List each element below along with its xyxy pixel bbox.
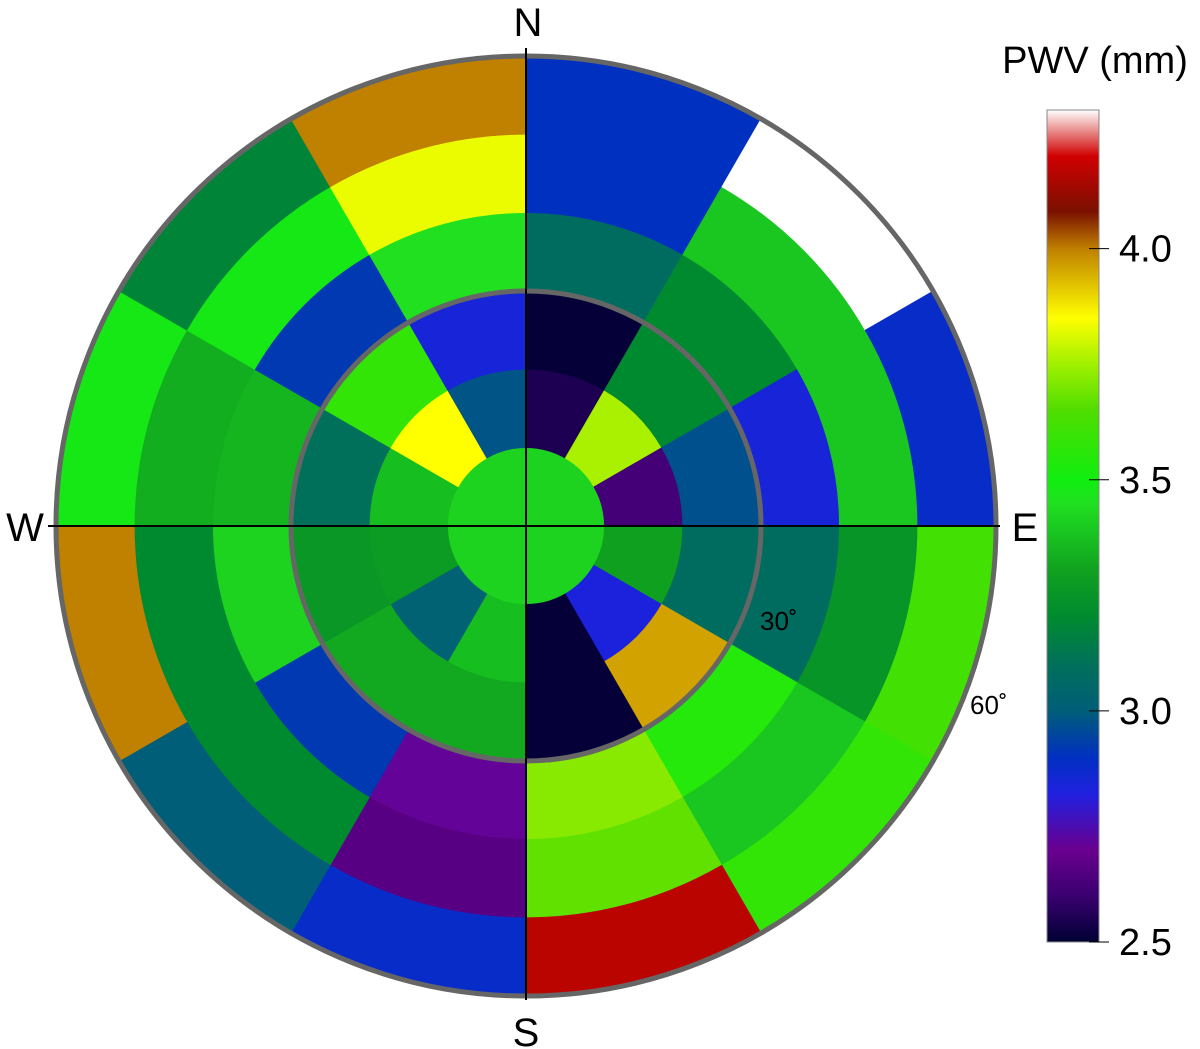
colorbar-tick-label: 2.5 [1119,922,1172,964]
colorbar-title: PWV (mm) [1002,40,1188,82]
colorbar-tick-label: 4.0 [1119,229,1172,271]
compass-west-label: W [6,506,44,550]
colorbar-tick-label: 3.0 [1119,691,1172,733]
ring-label-60: 60˚ [970,690,1008,720]
colorbar-tick-label: 3.5 [1119,460,1172,502]
colorbar-ticks: 2.5 3.0 3.5 4.0 [1089,229,1172,964]
compass-north-label: N [514,1,543,45]
ring-label-30: 30˚ [760,606,798,636]
compass-east-label: E [1012,506,1039,550]
compass-south-label: S [513,1011,540,1049]
colorbar [1046,109,1100,943]
